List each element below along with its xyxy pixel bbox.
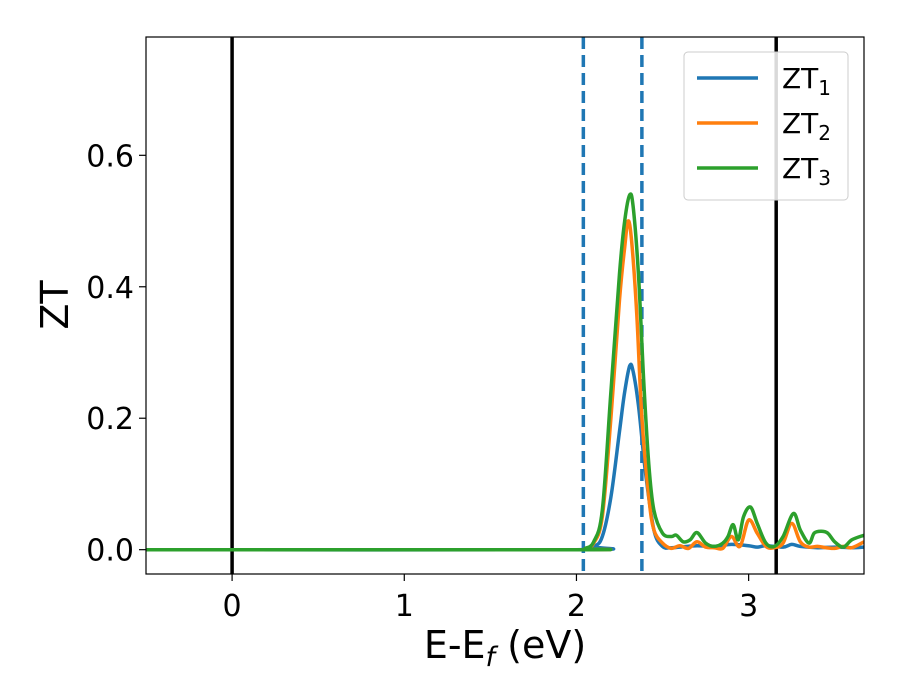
series-line-zt2 xyxy=(146,219,864,552)
x-tick-label: 2 xyxy=(567,589,586,624)
legend-box xyxy=(683,51,849,201)
series-layer xyxy=(146,192,864,552)
plot-frame xyxy=(145,36,865,575)
y-axis: 0.0 0.2 0.4 0.6 xyxy=(86,139,146,569)
y-tick-label: 0.0 xyxy=(86,534,134,569)
y-tick-label: 0.4 xyxy=(86,271,134,306)
x-axis-label: E-Ef (eV) xyxy=(424,623,586,673)
legend-label-zt3: ZT3 xyxy=(782,152,831,190)
legend-label-zt1: ZT1 xyxy=(782,62,831,100)
x-axis: 0 1 2 3 xyxy=(223,574,758,624)
legend-label-zt2: ZT2 xyxy=(782,107,831,145)
x-tick-label: 1 xyxy=(395,589,414,624)
series-line-zt3 xyxy=(146,192,864,552)
x-tick-label: 3 xyxy=(739,589,758,624)
y-tick-label: 0.6 xyxy=(86,139,134,174)
x-tick-label: 0 xyxy=(223,589,242,624)
y-tick-label: 0.2 xyxy=(86,402,134,437)
y-axis-label: ZT xyxy=(33,280,77,330)
legend: ZT1 ZT2 ZT3 xyxy=(683,51,849,201)
